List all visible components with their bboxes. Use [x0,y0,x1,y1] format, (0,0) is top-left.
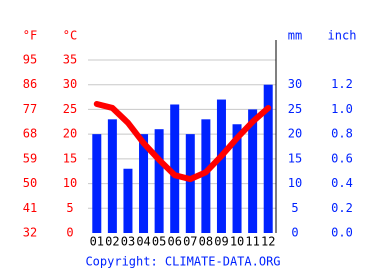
inch-tick-label: 0.4 [331,176,353,190]
inch-axis-label: inch [328,29,357,43]
mm-tick-label: 30 [288,77,302,91]
mm-tick-label: 0 [291,226,298,240]
x-tick-label: 04 [136,235,150,249]
x-tick-label: 05 [152,235,166,249]
c-tick-label: 25 [63,102,77,116]
c-tick-label: 0 [66,226,73,240]
bar [92,134,102,233]
c-tick-label: 10 [63,176,77,190]
mm-tick-label: 20 [288,127,302,141]
bar [123,168,133,233]
x-tick-label: 02 [105,235,119,249]
mm-tick-label: 5 [291,201,298,215]
bar [154,129,164,233]
x-tick-label: 10 [230,235,244,249]
inch-tick-label: 0.8 [331,127,353,141]
bar [201,119,211,233]
c-tick-label: 5 [66,201,73,215]
c-tick-label: 15 [63,151,77,165]
inch-tick-label: 0.0 [331,226,353,240]
bar [185,134,195,233]
x-tick-label: 03 [121,235,135,249]
copyright: Copyright: CLIMATE-DATA.ORG [85,255,280,269]
x-tick-label: 12 [261,235,275,249]
inch-tick-label: 0.2 [331,201,353,215]
f-tick-label: 77 [23,102,37,116]
temperature-line [93,100,272,183]
bar [170,104,180,233]
mm-axis-label: mm [288,29,302,43]
bar [263,84,273,233]
bar [232,124,242,233]
x-tick-label: 06 [167,235,181,249]
f-tick-label: 41 [23,201,37,215]
mm-tick-label: 10 [288,176,302,190]
c-axis-label: °C [63,29,77,43]
f-tick-label: 86 [23,77,37,91]
bar [107,119,117,233]
c-tick-label: 35 [63,53,77,67]
bar [248,109,258,233]
x-tick-label: 07 [183,235,197,249]
mm-tick-label: 25 [288,102,302,116]
f-tick-label: 59 [23,151,37,165]
x-tick-label: 09 [214,235,228,249]
f-axis-label: °F [23,29,37,43]
inch-tick-label: 0.6 [331,151,353,165]
x-tick-label: 11 [245,235,259,249]
mm-tick-label: 15 [288,151,302,165]
f-tick-label: 32 [23,226,37,240]
c-tick-label: 20 [63,127,77,141]
bar [216,99,226,234]
x-tick-label: 01 [90,235,104,249]
inch-tick-label: 1.0 [331,102,353,116]
f-tick-label: 50 [23,176,37,190]
c-tick-label: 30 [63,77,77,91]
x-tick-label: 08 [199,235,213,249]
f-tick-label: 68 [23,127,37,141]
f-tick-label: 95 [23,53,37,67]
bar [139,134,149,233]
inch-tick-label: 1.2 [331,77,353,91]
